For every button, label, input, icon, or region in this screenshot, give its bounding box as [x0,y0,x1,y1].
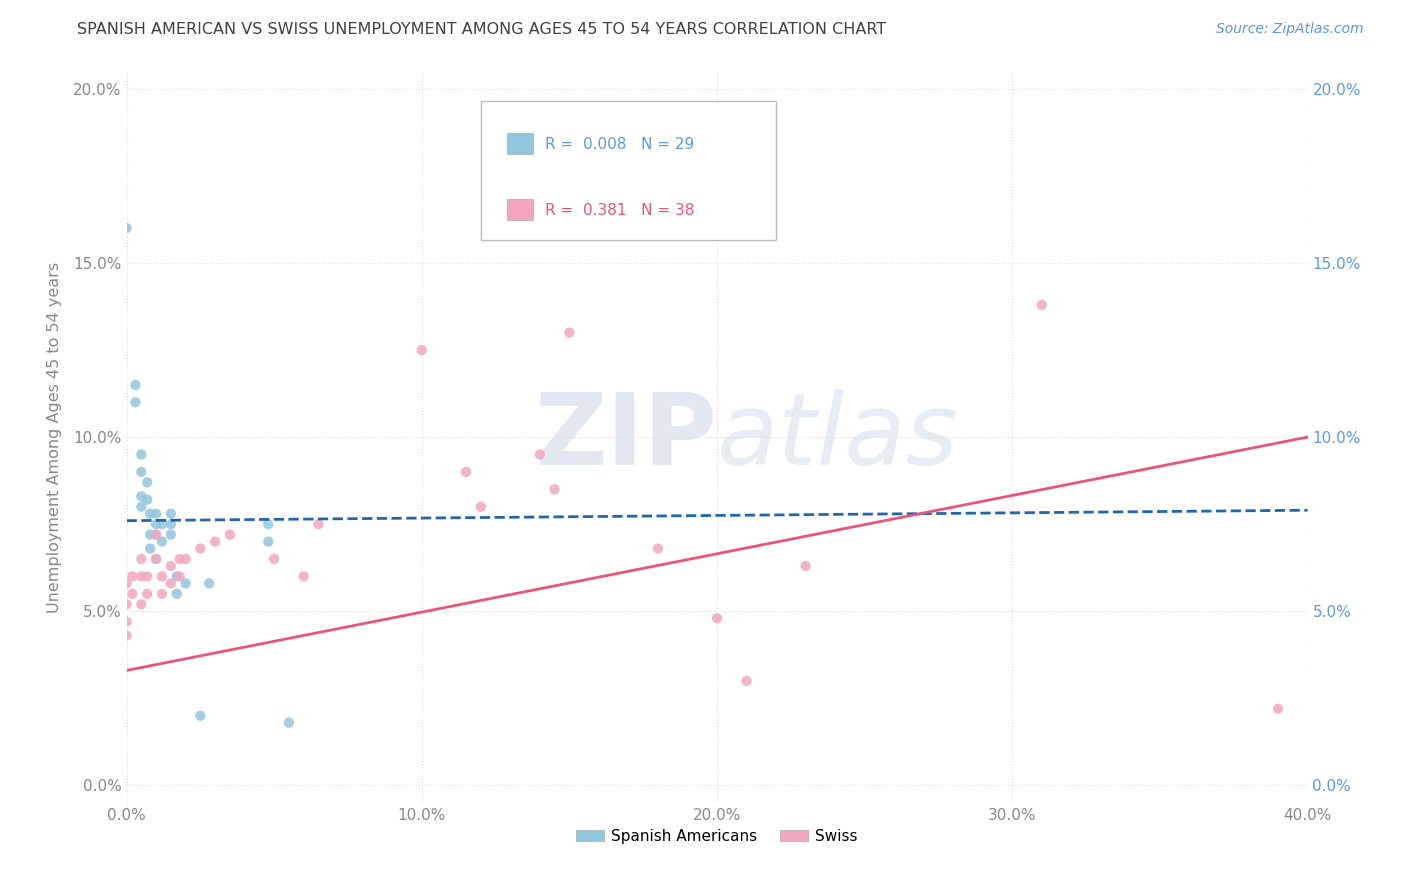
Point [129,552,153,566]
Point [136,587,159,601]
Text: SPANISH AMERICAN VS SWISS UNEMPLOYMENT AMONG AGES 45 TO 54 YEARS CORRELATION CHA: SPANISH AMERICAN VS SWISS UNEMPLOYMENT A… [77,22,887,37]
Point [794,558,817,573]
Bar [506,199,533,219]
Point [145,517,167,532]
Point [115,576,138,591]
Point [166,569,188,583]
Point [278,715,301,730]
Point [456,465,478,479]
Point [150,569,173,583]
Point [174,552,197,566]
Point [470,500,492,514]
Y-axis label: Unemployment Among Ages 45 to 54 years: Unemployment Among Ages 45 to 54 years [48,261,62,613]
Point [160,517,183,532]
Point [145,527,167,541]
Point [263,552,285,566]
Point [188,541,212,556]
Point [150,517,173,532]
Point [558,326,581,340]
Point [136,475,159,490]
Point [129,489,153,503]
Point [257,534,280,549]
Point [129,597,153,611]
Point [139,507,162,521]
Point [139,541,162,556]
Point [145,552,167,566]
Point [145,527,167,541]
Point [139,527,162,541]
Point [411,343,433,357]
Text: R =  0.008   N = 29: R = 0.008 N = 29 [544,137,695,152]
Point [543,483,565,497]
Point [292,569,315,583]
Point [169,552,191,566]
Point [115,629,138,643]
Bar [506,133,533,154]
Point [121,587,143,601]
Point [145,507,167,521]
Point [647,541,669,556]
Text: ZIP: ZIP [534,389,717,485]
Point [129,465,153,479]
Point [204,534,226,549]
Point [115,615,138,629]
Point [121,569,143,583]
Point [169,569,191,583]
Point [198,576,221,591]
Text: R =  0.381   N = 38: R = 0.381 N = 38 [544,202,695,218]
Point [160,576,183,591]
Point [160,507,183,521]
Point [219,527,242,541]
Point [1267,702,1289,716]
Point [136,569,159,583]
Point [150,587,173,601]
Point [150,534,173,549]
Point [174,576,197,591]
FancyBboxPatch shape [481,101,776,240]
Point [160,527,183,541]
Point [136,492,159,507]
Point [129,448,153,462]
Point [735,673,758,688]
Text: Source: ZipAtlas.com: Source: ZipAtlas.com [1216,22,1364,37]
Point [706,611,728,625]
Point [124,395,146,409]
Point [129,569,153,583]
Point [124,377,146,392]
Point [115,221,138,235]
Point [257,517,280,532]
Point [308,517,330,532]
Point [166,587,188,601]
Point [115,597,138,611]
Point [145,552,167,566]
Point [160,558,183,573]
Text: atlas: atlas [717,389,959,485]
Point [1031,298,1053,312]
Point [529,448,551,462]
Point [129,500,153,514]
Point [188,708,212,723]
Legend: Spanish Americans, Swiss: Spanish Americans, Swiss [569,822,865,850]
